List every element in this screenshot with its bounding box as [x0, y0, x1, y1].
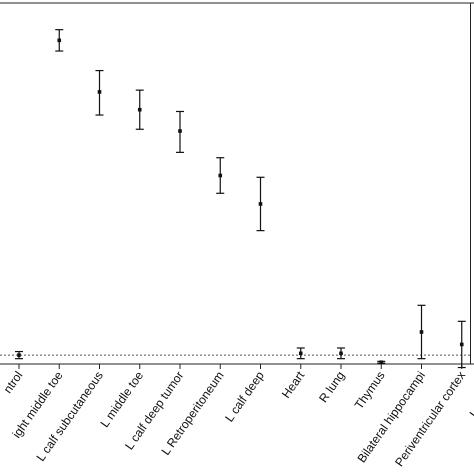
data-point-heart	[298, 351, 303, 356]
data-point-l-calf-subcutaneous	[97, 90, 102, 94]
data-point-l-middle-toe	[137, 107, 142, 112]
error-bars	[15, 29, 466, 369]
x-tick-label-periventricular-cortex: Periventricular cortex	[392, 369, 468, 469]
data-point-thymus	[379, 360, 384, 365]
data-point-r-lung	[339, 351, 343, 356]
data-point-l-retroperitoneum	[218, 173, 223, 178]
data-points	[17, 38, 464, 365]
x-ticks	[18, 364, 463, 369]
data-point-control	[17, 353, 21, 357]
plot-frame	[0, 2, 474, 365]
data-point-bilateral-hippocampi	[419, 330, 424, 334]
x-tick-label-heart: Heart	[279, 368, 308, 401]
data-point-l-calf-deep	[258, 202, 263, 206]
x-tick-label-thymus: Thymus	[352, 369, 388, 412]
x-tick-label-r-lung: R lung	[316, 369, 347, 405]
data-point-right-middle-toe	[57, 38, 62, 43]
data-point-l-calf-deep-tumor	[178, 129, 182, 133]
data-point-periventricular-cortex	[459, 342, 464, 347]
x-tick-label-control: ntrol	[1, 369, 26, 396]
x-tick-label-l-calf-deep: L calf deep	[222, 368, 267, 424]
